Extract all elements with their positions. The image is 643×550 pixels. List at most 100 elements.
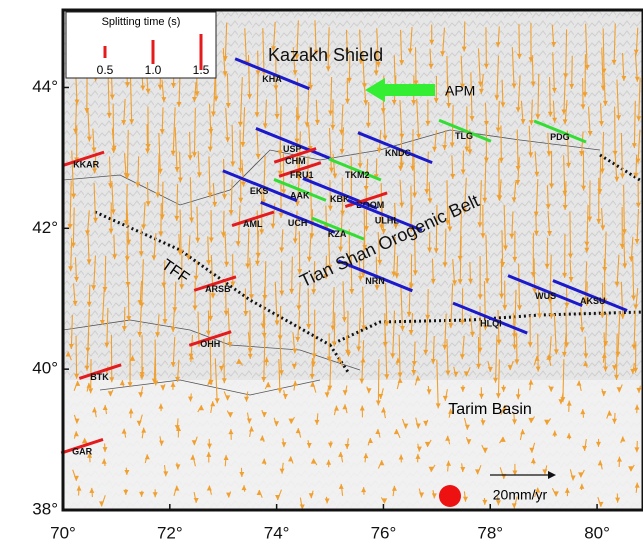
gps-arrow [511, 181, 517, 203]
gps-arrow [108, 202, 114, 234]
gps-arrow-head [515, 394, 521, 400]
gps-arrow-shaft [584, 261, 588, 304]
gps-arrow [597, 496, 604, 508]
legend-title: Splitting time (s) [102, 16, 181, 28]
gps-arrow-head [91, 147, 97, 153]
gps-arrow-head [582, 445, 588, 451]
splitting-bar [60, 438, 104, 455]
gps-arrow-head [428, 466, 434, 472]
splitting-bar [255, 127, 331, 160]
gps-arrow [206, 310, 212, 336]
gps-arrow-head [564, 302, 570, 308]
gps-arrow [341, 281, 347, 323]
gps-arrow-head [296, 305, 302, 311]
gps-arrow [515, 157, 521, 186]
gps-arrow [84, 331, 90, 371]
gps-arrow-head [81, 438, 87, 444]
gps-arrow-head [308, 493, 314, 499]
gps-arrow [336, 356, 343, 367]
station-label: AML [243, 219, 263, 229]
gps-arrow [634, 404, 640, 414]
gps-arrow [212, 182, 218, 207]
gps-arrow-shaft [275, 81, 278, 120]
gps-arrow [384, 333, 390, 380]
gps-arrow-head [512, 419, 518, 425]
gps-arrow [493, 335, 499, 383]
gps-arrow [344, 77, 350, 104]
gps-arrow-head [611, 418, 617, 424]
gps-arrow [145, 124, 151, 154]
splitting-bar [61, 150, 105, 168]
gps-arrow-shaft [231, 125, 234, 167]
gps-arrow-head [398, 454, 404, 460]
gps-arrow [400, 286, 406, 331]
gps-arrow-head [398, 165, 404, 171]
gps-arrow-head [88, 388, 94, 394]
gps-arrow-head [344, 49, 350, 55]
gps-arrow-head [601, 391, 607, 397]
gps-arrow [174, 127, 180, 173]
gps-arrow-head [346, 77, 352, 83]
gps-arrow-shaft [479, 180, 482, 228]
gps-arrow [162, 282, 168, 325]
gps-arrow-head [483, 63, 489, 69]
gps-arrow [89, 487, 95, 498]
gps-arrow-head [459, 354, 465, 360]
y-tick-label: 44° [32, 77, 58, 96]
gps-arrow-shaft [444, 313, 447, 350]
gps-arrow-shaft [87, 228, 90, 265]
gps-arrow-head [459, 319, 465, 325]
gps-arrow [223, 281, 229, 316]
gps-arrow-head [569, 83, 575, 89]
gps-arrow-head [306, 256, 312, 262]
gps-arrow-shaft [599, 157, 602, 195]
gps-arrow-head [159, 129, 165, 135]
gps-arrow-shaft [312, 336, 316, 367]
gps-arrow-head [633, 49, 639, 55]
gps-arrow [427, 232, 433, 253]
gps-arrow-head [373, 70, 379, 76]
gps-arrow-head [159, 440, 165, 446]
gps-arrow-head [416, 133, 422, 139]
gps-arrow-head [544, 419, 550, 425]
gps-arrow-shaft [208, 156, 211, 198]
gps-arrow [126, 285, 132, 322]
gps-arrow-head [74, 373, 80, 379]
gps-arrow [87, 452, 93, 463]
gps-arrow-head [207, 379, 213, 385]
gps-arrow-head [509, 233, 515, 239]
gps-arrow-shaft [126, 203, 130, 245]
gps-arrow [620, 281, 626, 320]
gps-arrow [222, 48, 228, 77]
gps-arrow-shaft [450, 283, 454, 329]
gps-arrow-head [177, 250, 183, 256]
gps-arrow-head [278, 370, 284, 376]
gps-arrow-head [397, 377, 403, 383]
gps-arrow-shaft [603, 258, 606, 304]
gps-arrow-head [128, 408, 134, 414]
gps-arrow [634, 53, 640, 82]
gps-arrow-head [86, 259, 92, 265]
gps-arrow-head [581, 185, 587, 191]
gps-arrow [511, 496, 518, 509]
gps-arrow-head [68, 266, 74, 272]
gps-arrow-head [109, 94, 115, 100]
gps-arrow [546, 132, 552, 157]
gps-arrow-head [381, 229, 387, 235]
gps-arrow-head [400, 325, 406, 331]
gps-arrow-shaft [212, 73, 216, 117]
gps-arrow-head [634, 404, 640, 410]
gps-arrow-shaft [426, 151, 429, 195]
gps-arrow [582, 54, 588, 98]
gps-arrow-head [548, 313, 554, 319]
gps-arrow-head [338, 483, 344, 489]
gps-arrow [86, 284, 92, 307]
gps-arrow-shaft [274, 281, 278, 326]
gps-arrow [121, 98, 127, 126]
gps-arrow-head [542, 469, 548, 475]
gps-arrow [296, 281, 302, 311]
gps-arrow-head [365, 122, 371, 128]
gps-arrow-shaft [463, 21, 466, 52]
gps-arrow [440, 27, 446, 57]
gps-arrow [631, 255, 637, 301]
